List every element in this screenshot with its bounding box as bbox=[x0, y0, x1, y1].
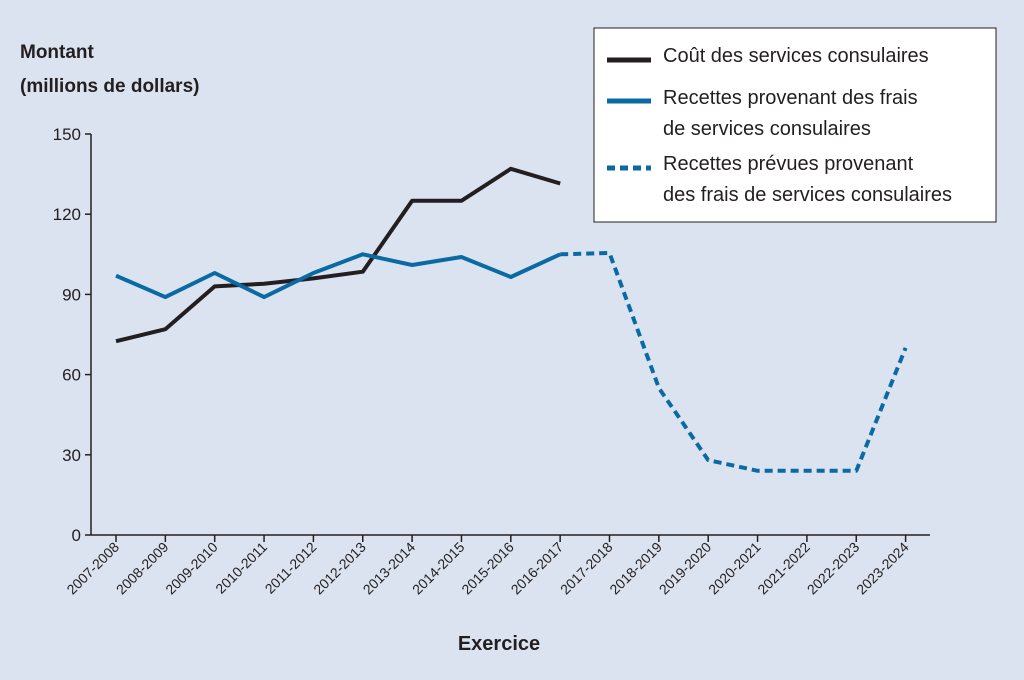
x-tick-label: 2015-2016 bbox=[458, 539, 517, 598]
x-tick-label: 2016-2017 bbox=[508, 539, 567, 598]
x-tick-label: 2018-2019 bbox=[606, 539, 665, 598]
x-tick-label: 2009-2010 bbox=[162, 539, 221, 598]
legend: Coût des services consulaires Recettes pr… bbox=[594, 28, 996, 222]
x-tick-label: 2013-2014 bbox=[360, 539, 419, 598]
x-tick-label: 2008-2009 bbox=[113, 539, 172, 598]
legend-label-1: Coût des services consulaires bbox=[663, 45, 929, 67]
x-tick-label: 2023-2024 bbox=[853, 539, 912, 598]
x-tick-label: 2007-2008 bbox=[63, 539, 122, 598]
legend-label-2: de services consulaires bbox=[663, 118, 871, 140]
x-tick-label: 2010-2011 bbox=[212, 539, 270, 597]
y-tick-label: 150 bbox=[53, 125, 81, 144]
x-tick-label: 2014-2015 bbox=[409, 539, 468, 598]
x-tick-label: 2019-2020 bbox=[656, 539, 715, 598]
series-line-1 bbox=[116, 169, 560, 341]
y-tick-label: 120 bbox=[53, 205, 81, 224]
y-tick-label: 90 bbox=[62, 285, 81, 304]
series-line-3 bbox=[560, 253, 905, 471]
legend-label-3: des frais de services consulaires bbox=[663, 184, 952, 206]
x-tick-label: 2017-2018 bbox=[557, 539, 616, 598]
y-tick-label: 60 bbox=[62, 366, 81, 385]
x-axis-label: Exercice bbox=[458, 633, 540, 655]
y-tick-label: 30 bbox=[62, 446, 81, 465]
x-tick-label: 2022-2023 bbox=[804, 539, 863, 598]
legend-label-2: Recettes provenant des frais bbox=[663, 87, 918, 109]
x-tick-label: 2021-2022 bbox=[754, 539, 813, 598]
y-axis-label-line-1: Montant bbox=[20, 42, 95, 63]
y-tick-label: 0 bbox=[72, 526, 81, 545]
x-tick-label: 2020-2021 bbox=[705, 539, 764, 598]
y-axis-label-line-2: (millions de dollars) bbox=[20, 76, 199, 97]
legend-label-3: Recettes prévues provenant bbox=[663, 153, 914, 175]
x-tick-label: 2012-2013 bbox=[310, 539, 369, 598]
